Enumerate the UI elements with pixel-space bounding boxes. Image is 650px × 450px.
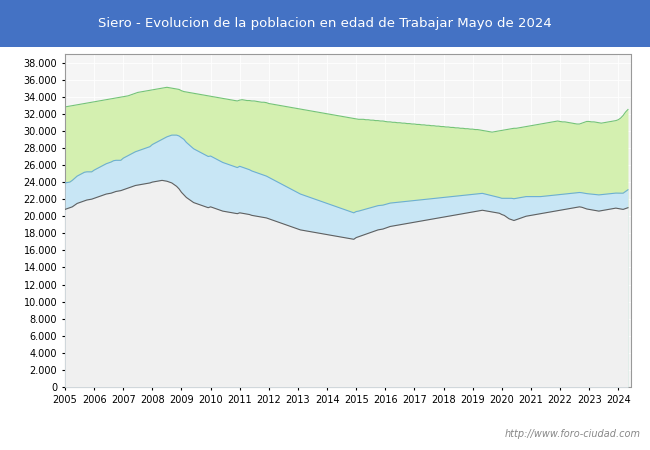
Text: http://www.foro-ciudad.com: http://www.foro-ciudad.com	[504, 429, 640, 439]
Text: Siero - Evolucion de la poblacion en edad de Trabajar Mayo de 2024: Siero - Evolucion de la poblacion en eda…	[98, 17, 552, 30]
